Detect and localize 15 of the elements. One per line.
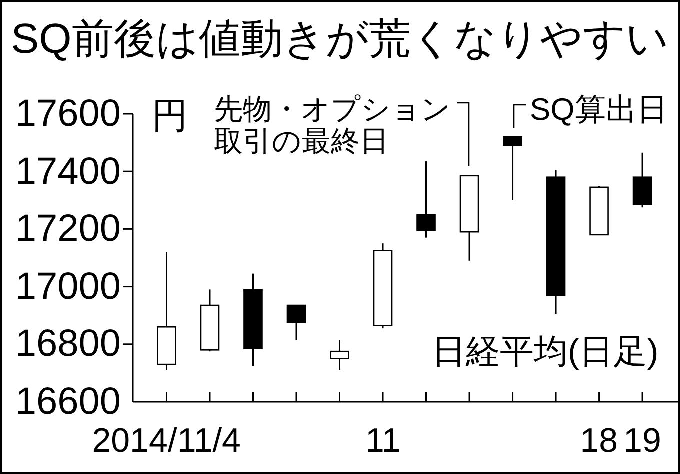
chart-title: SQ前後は値動きが荒くなりやすい — [10, 15, 670, 62]
y-tick-label: 17600 — [15, 93, 121, 135]
x-tick-label: 2014/11/4 — [92, 422, 241, 460]
y-tick-label: 16600 — [15, 381, 121, 423]
y-tick-label: 17200 — [15, 208, 121, 250]
x-tick-label: 11 — [366, 422, 401, 460]
x-tick-label: 19 — [624, 422, 662, 460]
y-tick-label: 16800 — [15, 323, 121, 366]
y-tick-label: 17000 — [15, 266, 121, 308]
y-axis-title: 円 — [152, 95, 188, 136]
annotation: SQ算出日 — [530, 92, 668, 127]
annotation: 日経平均(日足) — [432, 333, 659, 371]
annotation: 先物・オプション取引の最終日 — [214, 94, 452, 159]
y-tick-label: 17400 — [15, 150, 121, 193]
x-tick-label: 18 — [580, 422, 618, 460]
